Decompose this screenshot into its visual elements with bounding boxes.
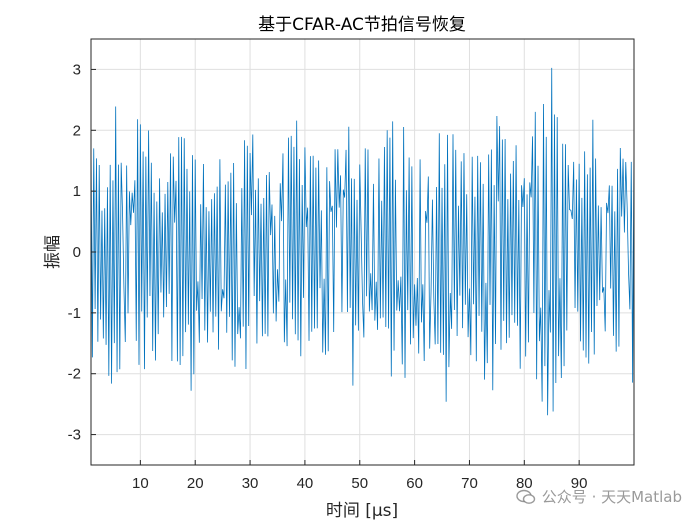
x-tick-label: 60 (406, 475, 423, 492)
watermark-text: 公众号 · 天天Matlab (541, 488, 682, 506)
x-axis-ticks: 10 20 30 40 50 60 70 80 90 (132, 460, 587, 492)
y-axis-label: 振幅 (43, 235, 63, 269)
x-tick-label: 90 (571, 475, 588, 492)
y-tick-label: 3 (73, 61, 81, 78)
x-axis-label: 时间 [μs] (326, 501, 398, 521)
plot-area (90, 67, 635, 416)
x-tick-label: 40 (297, 475, 314, 492)
y-tick-label: -3 (68, 427, 81, 444)
x-tick-label: 70 (461, 475, 478, 492)
y-tick-label: -1 (68, 305, 81, 322)
x-tick-label: 50 (351, 475, 368, 492)
grid (91, 39, 634, 465)
y-tick-label: 2 (73, 122, 81, 139)
x-tick-label: 10 (132, 475, 149, 492)
x-tick-label: 20 (187, 475, 204, 492)
chart-title: 基于CFAR-AC节拍信号恢复 (258, 15, 466, 35)
y-tick-label: 1 (73, 183, 81, 200)
y-tick-label: 0 (73, 244, 81, 261)
x-tick-label: 80 (516, 475, 533, 492)
y-axis-ticks: -3 -2 -1 0 1 2 3 (68, 61, 96, 444)
y-tick-label: -2 (68, 366, 81, 383)
series-line-signal (90, 67, 635, 416)
watermark: 公众号 · 天天Matlab (516, 486, 682, 507)
wechat-icon (516, 489, 535, 504)
x-tick-label: 30 (242, 475, 259, 492)
